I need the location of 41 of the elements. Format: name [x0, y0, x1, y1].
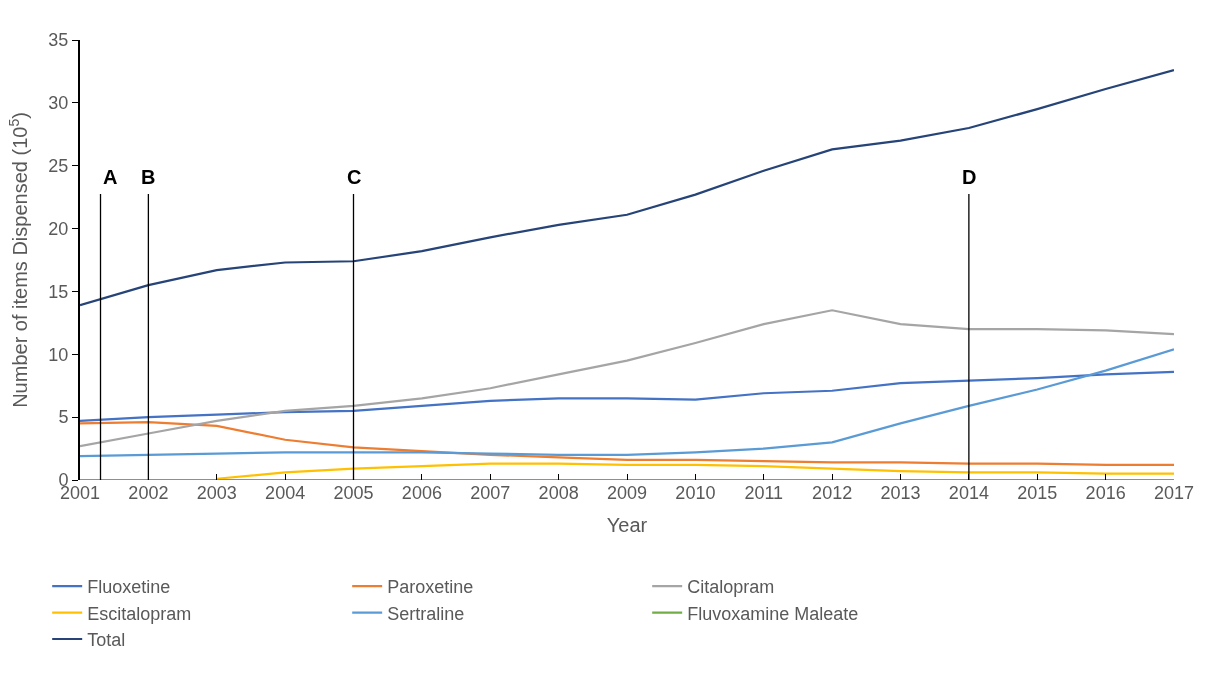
line-series [80, 348, 1174, 458]
y-tick-label: 30 [48, 93, 69, 114]
y-tick-label: 5 [58, 407, 69, 428]
x-tick-label: 2016 [1085, 483, 1126, 503]
ref-line-label: A [103, 166, 118, 188]
ref-line-label: C [347, 166, 362, 188]
line-series [80, 309, 1174, 448]
ref-line-label: B [141, 166, 156, 188]
x-tick-label: 2007 [470, 483, 511, 503]
y-tick-label: 35 [48, 30, 69, 51]
x-tick-label: 2006 [401, 483, 442, 503]
legend-label: Paroxetine [387, 577, 474, 598]
x-tick-label: 2010 [675, 483, 716, 503]
legend-label: Escitalopram [87, 603, 192, 624]
x-tick-label: 2012 [812, 483, 853, 503]
line-series [80, 421, 1174, 467]
legend-label: Total [87, 630, 126, 651]
x-tick-label: 2004 [265, 483, 306, 503]
line-series [80, 370, 1174, 423]
x-tick-label: 2009 [606, 483, 648, 503]
x-tick-label: 2017 [1153, 483, 1195, 503]
line-series [215, 462, 1174, 480]
legend-label: Fluvoxamine Maleate [687, 603, 859, 624]
y-tick-label: 25 [48, 156, 69, 177]
x-tick-label: 2014 [948, 483, 989, 503]
y-tick-label: 15 [48, 281, 69, 302]
legend-label: Sertraline [387, 603, 465, 624]
x-axis-title: Year [606, 513, 648, 536]
x-tick-label: 2008 [538, 483, 579, 503]
legend-label: Citalopram [687, 577, 775, 598]
y-tick-label: 10 [48, 344, 69, 365]
x-tick-label: 2011 [744, 483, 784, 503]
x-tick-label: 2013 [880, 483, 921, 503]
y-tick-label: 20 [48, 218, 69, 239]
x-tick-label: 2002 [128, 483, 169, 503]
x-tick-label: 2015 [1017, 483, 1058, 503]
x-tick-label: 2003 [196, 483, 237, 503]
line-series [80, 69, 1174, 307]
legend-label: Fluoxetine [87, 577, 171, 598]
ref-line-label: D [962, 166, 977, 188]
x-tick-label: 2005 [333, 483, 374, 503]
